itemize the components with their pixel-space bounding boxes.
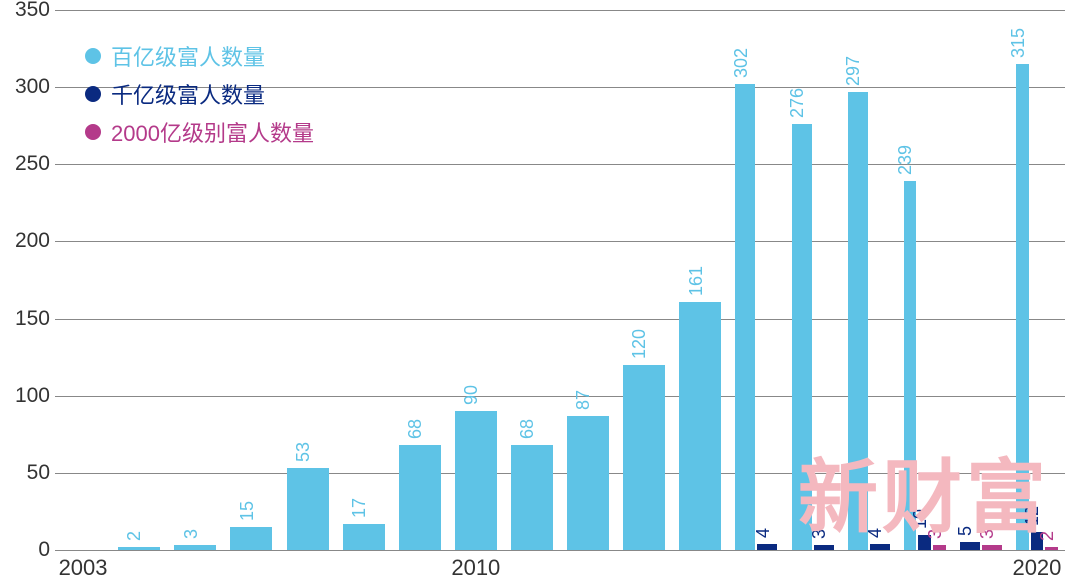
x-axis-tick: 2003	[59, 555, 108, 581]
bar-value-label: 4	[753, 528, 774, 538]
bar-group: 90	[455, 10, 497, 550]
bar-value-label: 15	[237, 501, 258, 521]
bar	[904, 181, 917, 550]
bar	[982, 545, 1002, 550]
bar-group: 53	[960, 10, 1002, 550]
bar-value-label: 302	[731, 48, 752, 78]
bar-value-label: 90	[461, 385, 482, 405]
bar-value-label: 5	[955, 526, 976, 536]
bar	[870, 544, 890, 550]
bar-group: 68	[511, 10, 553, 550]
bar	[230, 527, 272, 550]
bar-group: 17	[343, 10, 385, 550]
bar	[118, 547, 160, 550]
bar	[792, 124, 812, 550]
y-axis-tick: 350	[10, 0, 50, 22]
bar	[455, 411, 497, 550]
bar-group: 68	[399, 10, 441, 550]
legend-label: 千亿级富人数量	[111, 78, 265, 110]
bar	[399, 445, 441, 550]
bar-group: 120	[623, 10, 665, 550]
legend-label: 百亿级富人数量	[111, 40, 265, 72]
legend-marker-icon	[85, 48, 101, 64]
legend-item: 2000亿级别富人数量	[85, 116, 314, 148]
bar	[511, 445, 553, 550]
legend-item: 千亿级富人数量	[85, 78, 314, 110]
bar-value-label: 2	[1037, 531, 1058, 541]
bar-group: 239103	[904, 10, 946, 550]
y-axis-tick: 0	[10, 538, 50, 562]
bar-value-label: 239	[895, 145, 916, 175]
bar	[960, 542, 980, 550]
bar	[623, 365, 665, 550]
bar	[1045, 547, 1058, 550]
y-axis-tick: 100	[10, 384, 50, 408]
legend-label: 2000亿级别富人数量	[111, 116, 314, 148]
bar-value-label: 3	[977, 529, 998, 539]
bar-value-label: 276	[787, 88, 808, 118]
bar-group: 87	[567, 10, 609, 550]
bar	[679, 302, 721, 550]
bar-value-label: 3	[809, 529, 830, 539]
bar-value-label: 315	[1008, 28, 1029, 58]
bar	[848, 92, 868, 550]
bar-value-label: 297	[843, 56, 864, 86]
bar-value-label: 4	[865, 528, 886, 538]
bar	[287, 468, 329, 550]
bar	[933, 545, 946, 550]
bar	[757, 544, 777, 550]
bar	[343, 524, 385, 550]
bar-group: 2974	[848, 10, 890, 550]
bar-value-label: 3	[925, 529, 946, 539]
bar	[735, 84, 755, 550]
bar-value-label: 17	[349, 498, 370, 518]
legend-marker-icon	[85, 86, 101, 102]
x-axis-tick: 2010	[451, 555, 500, 581]
bar-group: 161	[679, 10, 721, 550]
legend-item: 百亿级富人数量	[85, 40, 314, 72]
bar	[1016, 64, 1029, 550]
bar-group: 3024	[735, 10, 777, 550]
y-axis-tick: 200	[10, 229, 50, 253]
y-axis-tick: 150	[10, 307, 50, 331]
bar-value-label: 12	[1022, 505, 1043, 525]
bar-value-label: 87	[573, 390, 594, 410]
bar-group: 2763	[792, 10, 834, 550]
y-axis-tick: 300	[10, 75, 50, 99]
bar-value-label: 68	[405, 419, 426, 439]
y-axis-tick: 250	[10, 152, 50, 176]
gridline	[55, 550, 1065, 551]
bar	[567, 416, 609, 550]
bar-value-label: 161	[686, 266, 707, 296]
bar-value-label: 3	[181, 529, 202, 539]
bar-value-label: 10	[910, 509, 931, 529]
bar-value-label: 53	[293, 442, 314, 462]
bar	[814, 545, 834, 550]
bar-value-label: 68	[517, 419, 538, 439]
bar-group: 315122	[1016, 10, 1058, 550]
bar-value-label: 120	[629, 329, 650, 359]
legend: 百亿级富人数量千亿级富人数量 2000亿级别富人数量	[85, 40, 314, 154]
bar-value-label: 2	[124, 531, 145, 541]
legend-marker-icon	[85, 124, 101, 140]
y-axis-tick: 50	[10, 461, 50, 485]
bar	[174, 545, 216, 550]
x-axis-tick: 2020	[1012, 555, 1061, 581]
